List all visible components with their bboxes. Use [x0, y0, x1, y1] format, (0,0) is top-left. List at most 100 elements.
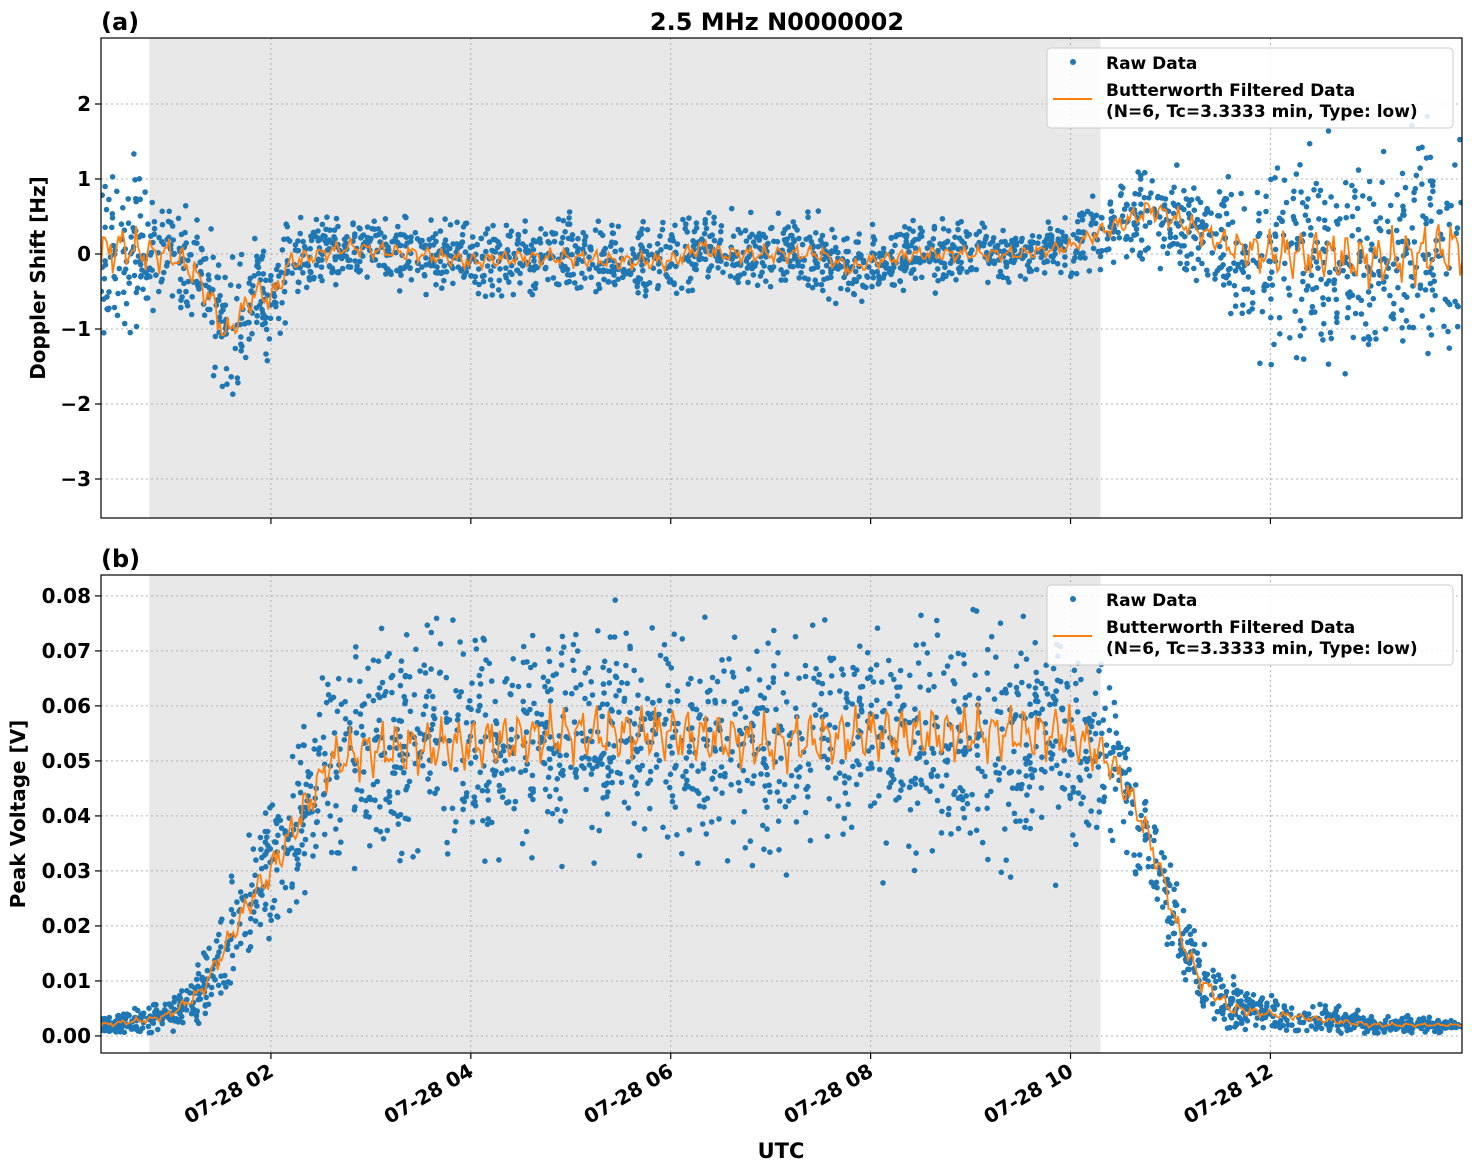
raw-data-point — [319, 675, 326, 681]
raw-data-point — [901, 243, 908, 249]
raw-data-point — [1180, 930, 1186, 937]
raw-data-point — [811, 675, 817, 682]
raw-data-point — [453, 688, 459, 694]
raw-data-point — [1023, 761, 1029, 767]
raw-data-point — [1283, 1027, 1290, 1033]
raw-data-point — [935, 247, 941, 254]
raw-data-point — [151, 218, 158, 225]
raw-data-point — [840, 671, 846, 678]
raw-data-point — [1240, 269, 1247, 276]
raw-data-point — [749, 780, 756, 787]
raw-data-point — [814, 260, 820, 267]
raw-data-point — [891, 282, 898, 288]
raw-data-point — [262, 851, 269, 857]
raw-data-point — [646, 243, 653, 249]
raw-data-point — [334, 708, 341, 715]
raw-data-point — [1003, 690, 1009, 696]
raw-data-point — [1026, 258, 1033, 265]
raw-data-point — [783, 671, 790, 677]
raw-data-point — [934, 632, 941, 638]
raw-data-point — [426, 688, 432, 695]
raw-data-point — [688, 763, 695, 769]
raw-data-point — [674, 832, 680, 838]
raw-data-point — [780, 271, 787, 278]
raw-data-point — [177, 276, 184, 283]
legend-filtered-label: Butterworth Filtered Data — [1106, 618, 1355, 638]
raw-data-point — [750, 272, 757, 278]
raw-data-point — [402, 243, 409, 249]
raw-data-point — [860, 259, 867, 266]
raw-data-point — [1096, 668, 1102, 674]
raw-data-point — [1181, 243, 1187, 249]
raw-data-point — [1205, 272, 1211, 278]
raw-data-point — [742, 845, 749, 851]
raw-data-point — [257, 834, 264, 841]
raw-data-point — [1305, 217, 1312, 224]
raw-data-point — [1321, 320, 1327, 327]
raw-data-point — [1123, 236, 1129, 242]
raw-data-point — [1070, 784, 1076, 791]
raw-data-point — [705, 274, 711, 280]
raw-data-point — [631, 820, 638, 827]
raw-data-point — [798, 269, 804, 276]
raw-data-point — [1298, 189, 1304, 195]
raw-data-point — [1135, 169, 1141, 175]
raw-data-point — [136, 1027, 143, 1033]
raw-data-point — [556, 281, 562, 288]
raw-data-point — [616, 687, 622, 694]
raw-data-point — [520, 643, 527, 650]
raw-data-point — [281, 288, 288, 295]
raw-data-point — [920, 641, 927, 647]
raw-data-point — [1411, 239, 1418, 245]
raw-data-point — [569, 690, 575, 697]
raw-data-point — [1154, 884, 1160, 891]
raw-data-point — [181, 280, 187, 287]
raw-data-point — [852, 268, 859, 275]
raw-data-point — [212, 333, 219, 340]
raw-data-point — [327, 813, 334, 819]
raw-data-point — [545, 276, 551, 283]
raw-data-point — [1090, 245, 1097, 252]
raw-data-point — [1325, 361, 1332, 368]
raw-data-point — [524, 710, 530, 716]
raw-data-point — [880, 708, 886, 715]
raw-data-point — [906, 843, 912, 849]
raw-data-point — [523, 729, 530, 735]
raw-data-point — [222, 274, 228, 281]
raw-data-point — [568, 764, 574, 771]
raw-data-point — [339, 265, 346, 272]
raw-data-point — [1092, 730, 1099, 737]
raw-data-point — [222, 972, 228, 979]
raw-data-point — [208, 991, 215, 998]
raw-data-point — [1022, 755, 1029, 762]
raw-data-point — [1061, 786, 1068, 792]
raw-data-point — [606, 667, 612, 674]
raw-data-point — [288, 845, 295, 851]
raw-data-point — [554, 776, 561, 782]
raw-data-point — [1370, 295, 1377, 302]
raw-data-point — [155, 1026, 161, 1033]
raw-data-point — [1311, 187, 1317, 193]
raw-data-point — [767, 264, 773, 271]
raw-data-point — [1014, 785, 1020, 792]
raw-data-point — [912, 255, 919, 261]
raw-data-point — [1071, 667, 1078, 674]
raw-data-point — [254, 263, 260, 269]
raw-data-point — [294, 866, 301, 872]
raw-data-point — [918, 612, 924, 619]
raw-data-point — [1458, 199, 1462, 206]
raw-data-point — [1447, 301, 1453, 308]
raw-data-point — [686, 743, 693, 750]
raw-data-point — [599, 752, 605, 759]
raw-data-point — [206, 276, 212, 283]
raw-data-point — [457, 639, 463, 645]
raw-data-point — [302, 836, 309, 843]
chart-title: 2.5 MHz N0000002 — [650, 8, 904, 36]
raw-data-point — [683, 221, 689, 227]
raw-data-point — [740, 767, 747, 774]
raw-data-point — [1011, 748, 1017, 755]
raw-data-point — [573, 631, 579, 638]
legend-filtered-params: (N=6, Tc=3.3333 min, Type: low) — [1106, 102, 1418, 122]
raw-data-point — [263, 351, 269, 357]
raw-data-point — [1412, 185, 1419, 192]
